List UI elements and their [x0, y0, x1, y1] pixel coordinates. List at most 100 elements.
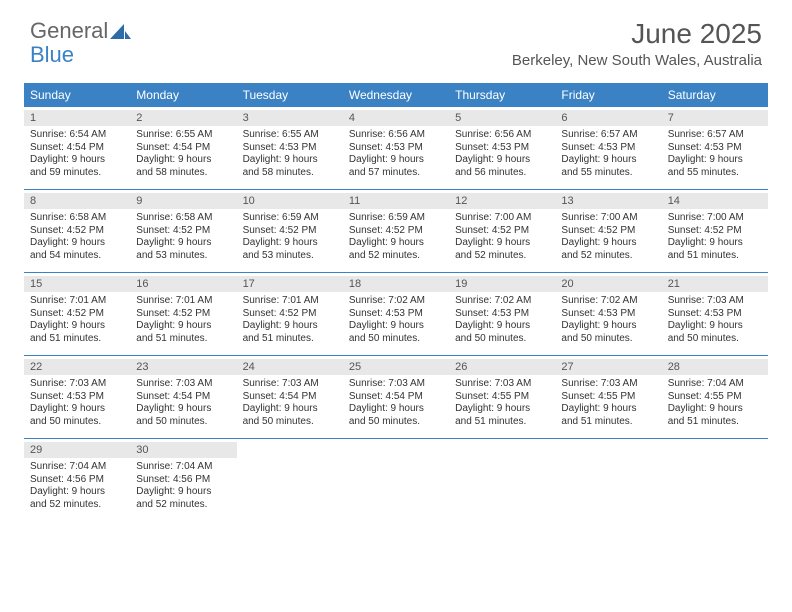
day-info-line: and 58 minutes. [243, 167, 337, 180]
day-number: 25 [343, 359, 449, 375]
page-header: General June 2025 Berkeley, New South Wa… [0, 0, 792, 75]
day-cell: 27Sunrise: 7:03 AMSunset: 4:55 PMDayligh… [555, 356, 661, 438]
day-number: 29 [24, 442, 130, 458]
day-info-line: Sunrise: 7:03 AM [561, 378, 655, 391]
day-info-line: Daylight: 9 hours [243, 154, 337, 167]
title-block: June 2025 Berkeley, New South Wales, Aus… [512, 18, 762, 69]
day-info-line: Daylight: 9 hours [561, 320, 655, 333]
day-info-line: and 53 minutes. [136, 250, 230, 263]
day-info-line: Sunset: 4:55 PM [455, 391, 549, 404]
day-cell: 16Sunrise: 7:01 AMSunset: 4:52 PMDayligh… [130, 273, 236, 355]
day-info-line: Sunset: 4:54 PM [136, 391, 230, 404]
day-info-line: Daylight: 9 hours [136, 403, 230, 416]
day-info-line: Sunset: 4:54 PM [243, 391, 337, 404]
day-info-line: Sunset: 4:56 PM [30, 474, 124, 487]
day-info-line: Sunrise: 7:01 AM [243, 295, 337, 308]
day-info-line: Sunrise: 7:02 AM [349, 295, 443, 308]
day-info-line: Daylight: 9 hours [243, 320, 337, 333]
day-info-line: Sunrise: 7:04 AM [136, 461, 230, 474]
day-info-line: and 56 minutes. [455, 167, 549, 180]
day-info-line: Sunrise: 6:54 AM [30, 129, 124, 142]
day-cell [343, 439, 449, 521]
day-info-line: and 52 minutes. [136, 499, 230, 512]
day-info-line: Sunset: 4:53 PM [349, 142, 443, 155]
day-info-line: Sunset: 4:53 PM [455, 308, 549, 321]
day-info-line: Daylight: 9 hours [455, 320, 549, 333]
week-row: 15Sunrise: 7:01 AMSunset: 4:52 PMDayligh… [24, 272, 768, 355]
day-number: 28 [662, 359, 768, 375]
week-row: 8Sunrise: 6:58 AMSunset: 4:52 PMDaylight… [24, 189, 768, 272]
day-info-line: and 55 minutes. [668, 167, 762, 180]
day-cell: 28Sunrise: 7:04 AMSunset: 4:55 PMDayligh… [662, 356, 768, 438]
logo-text-1: General [30, 18, 108, 44]
day-cell: 14Sunrise: 7:00 AMSunset: 4:52 PMDayligh… [662, 190, 768, 272]
day-cell: 10Sunrise: 6:59 AMSunset: 4:52 PMDayligh… [237, 190, 343, 272]
day-info-line: and 50 minutes. [455, 333, 549, 346]
day-header-sat: Saturday [662, 83, 768, 107]
logo-text-2: Blue [30, 42, 74, 68]
day-cell [449, 439, 555, 521]
day-number: 30 [130, 442, 236, 458]
day-number: 26 [449, 359, 555, 375]
day-cell: 8Sunrise: 6:58 AMSunset: 4:52 PMDaylight… [24, 190, 130, 272]
day-header-tue: Tuesday [237, 83, 343, 107]
day-info-line: Daylight: 9 hours [30, 403, 124, 416]
day-info-line: Sunrise: 6:56 AM [349, 129, 443, 142]
day-info-line: Sunset: 4:52 PM [136, 308, 230, 321]
day-info-line: and 50 minutes. [243, 416, 337, 429]
day-cell: 7Sunrise: 6:57 AMSunset: 4:53 PMDaylight… [662, 107, 768, 189]
day-info-line: Sunset: 4:52 PM [561, 225, 655, 238]
day-cell: 2Sunrise: 6:55 AMSunset: 4:54 PMDaylight… [130, 107, 236, 189]
day-info-line: and 50 minutes. [30, 416, 124, 429]
day-info-line: and 54 minutes. [30, 250, 124, 263]
day-cell: 17Sunrise: 7:01 AMSunset: 4:52 PMDayligh… [237, 273, 343, 355]
day-info-line: and 51 minutes. [668, 416, 762, 429]
day-info-line: Daylight: 9 hours [349, 403, 443, 416]
day-number: 5 [449, 110, 555, 126]
day-info-line: and 51 minutes. [668, 250, 762, 263]
day-number: 9 [130, 193, 236, 209]
day-info-line: and 50 minutes. [349, 333, 443, 346]
day-info-line: Sunrise: 7:02 AM [561, 295, 655, 308]
day-info-line: and 57 minutes. [349, 167, 443, 180]
day-info-line: and 51 minutes. [136, 333, 230, 346]
day-cell: 15Sunrise: 7:01 AMSunset: 4:52 PMDayligh… [24, 273, 130, 355]
day-info-line: Sunrise: 7:01 AM [30, 295, 124, 308]
day-info-line: and 51 minutes. [243, 333, 337, 346]
day-info-line: Sunset: 4:55 PM [668, 391, 762, 404]
day-number: 19 [449, 276, 555, 292]
day-number: 7 [662, 110, 768, 126]
day-info-line: Sunrise: 6:55 AM [243, 129, 337, 142]
location-text: Berkeley, New South Wales, Australia [512, 52, 762, 69]
day-info-line: Sunset: 4:54 PM [136, 142, 230, 155]
day-info-line: Daylight: 9 hours [561, 237, 655, 250]
day-info-line: Daylight: 9 hours [455, 403, 549, 416]
day-number: 12 [449, 193, 555, 209]
day-info-line: Sunrise: 7:03 AM [455, 378, 549, 391]
day-info-line: Sunrise: 7:03 AM [243, 378, 337, 391]
day-header-mon: Monday [130, 83, 236, 107]
day-info-line: and 50 minutes. [561, 333, 655, 346]
day-info-line: Sunset: 4:53 PM [455, 142, 549, 155]
day-info-line: Sunset: 4:53 PM [30, 391, 124, 404]
day-info-line: Daylight: 9 hours [30, 237, 124, 250]
day-info-line: and 50 minutes. [136, 416, 230, 429]
day-info-line: Sunset: 4:52 PM [136, 225, 230, 238]
logo-sail-icon [110, 22, 132, 40]
day-info-line: Daylight: 9 hours [455, 154, 549, 167]
day-info-line: Daylight: 9 hours [30, 320, 124, 333]
day-cell: 20Sunrise: 7:02 AMSunset: 4:53 PMDayligh… [555, 273, 661, 355]
month-title: June 2025 [512, 18, 762, 50]
logo: General [30, 18, 132, 44]
day-info-line: Sunrise: 6:58 AM [136, 212, 230, 225]
day-info-line: Sunrise: 7:00 AM [668, 212, 762, 225]
day-info-line: Daylight: 9 hours [136, 486, 230, 499]
day-cell: 3Sunrise: 6:55 AMSunset: 4:53 PMDaylight… [237, 107, 343, 189]
day-info-line: Sunset: 4:53 PM [561, 308, 655, 321]
day-info-line: Daylight: 9 hours [668, 403, 762, 416]
week-row: 1Sunrise: 6:54 AMSunset: 4:54 PMDaylight… [24, 107, 768, 189]
day-info-line: and 51 minutes. [455, 416, 549, 429]
day-info-line: and 51 minutes. [30, 333, 124, 346]
day-number: 11 [343, 193, 449, 209]
day-info-line: Daylight: 9 hours [243, 237, 337, 250]
